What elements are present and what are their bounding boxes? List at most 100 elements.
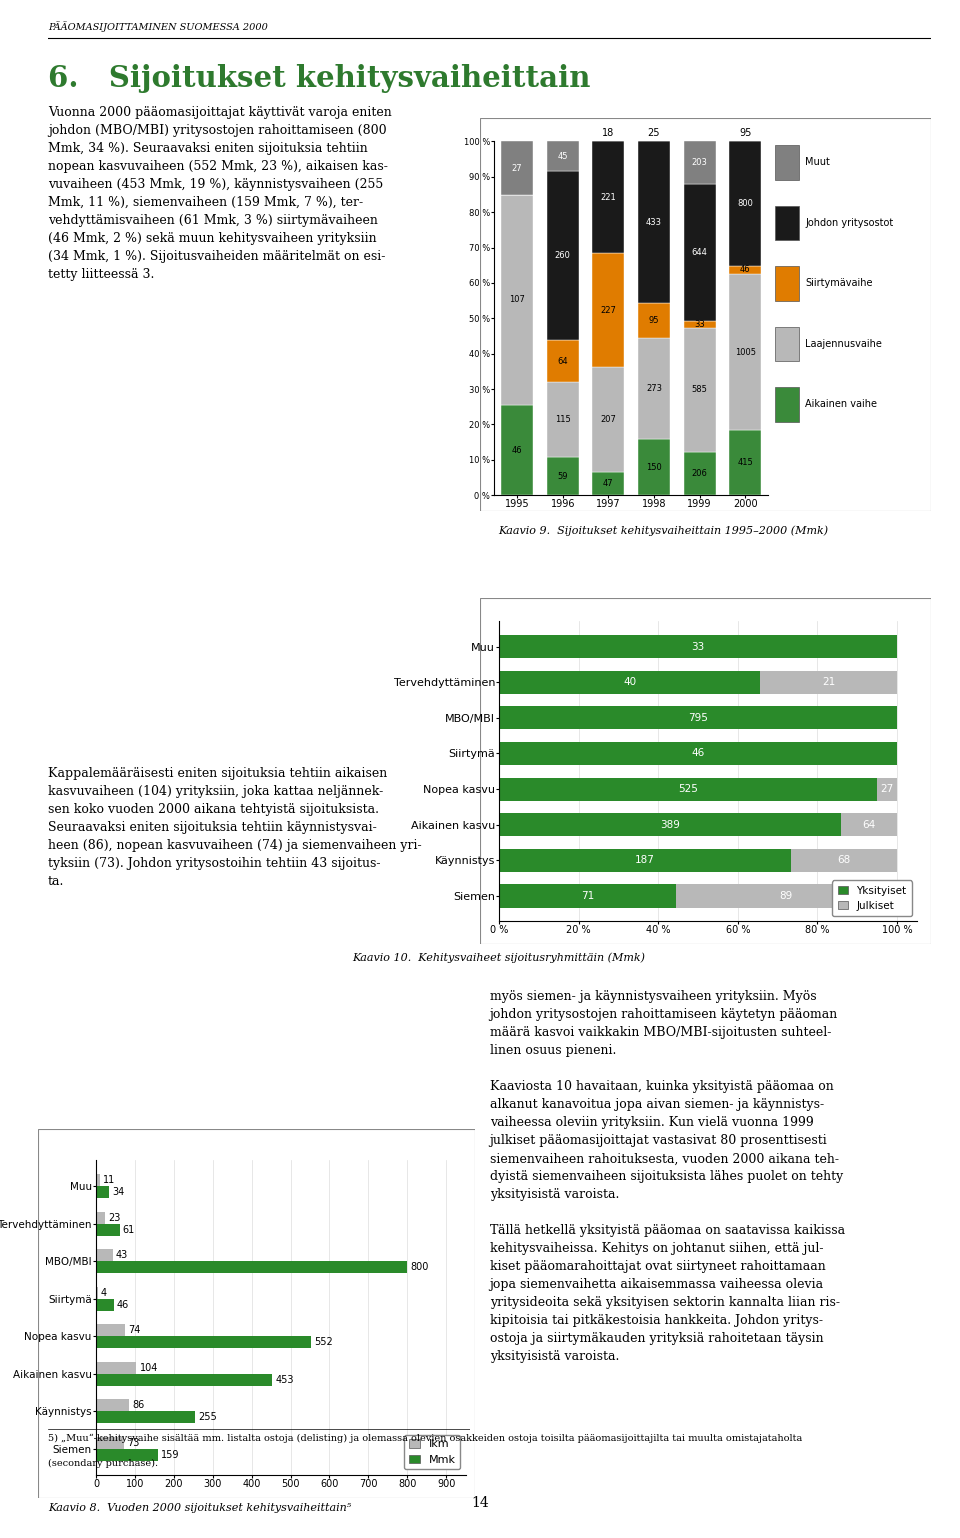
Text: 27: 27 xyxy=(880,784,894,794)
Bar xyxy=(499,671,760,694)
FancyBboxPatch shape xyxy=(776,326,799,361)
Bar xyxy=(499,849,791,872)
Text: Aikainen vaihe: Aikainen vaihe xyxy=(805,400,877,409)
Text: 4: 4 xyxy=(101,1287,107,1298)
Text: 187: 187 xyxy=(636,855,655,866)
Text: 74: 74 xyxy=(128,1326,140,1335)
Text: 95: 95 xyxy=(649,315,660,325)
Text: 150: 150 xyxy=(646,463,661,472)
Text: Muut: Muut xyxy=(805,157,830,168)
Bar xyxy=(499,884,676,907)
Text: 40: 40 xyxy=(623,677,636,687)
Text: 104: 104 xyxy=(139,1363,158,1372)
Text: 33: 33 xyxy=(694,320,705,329)
Text: Kappalemääräisesti eniten sijoituksia tehtiin aikaisen
kasvuvaiheen (104) yrityk: Kappalemääräisesti eniten sijoituksia te… xyxy=(48,767,421,889)
Bar xyxy=(547,381,579,457)
FancyBboxPatch shape xyxy=(776,206,799,240)
Bar xyxy=(96,1373,273,1386)
Bar xyxy=(547,340,579,381)
Text: 73: 73 xyxy=(128,1438,140,1447)
Text: 433: 433 xyxy=(646,217,662,226)
Bar xyxy=(96,1261,407,1273)
Bar xyxy=(676,884,897,907)
Text: 64: 64 xyxy=(862,820,876,831)
Bar xyxy=(96,1449,157,1461)
FancyBboxPatch shape xyxy=(776,388,799,421)
Text: 207: 207 xyxy=(600,415,616,424)
Text: Kaavio 8.  Vuoden 2000 sijoitukset kehitysvaiheittain⁵: Kaavio 8. Vuoden 2000 sijoitukset kehity… xyxy=(48,1503,351,1513)
Text: PÄÄOMASIJOITTAMINEN SUOMESSA 2000: PÄÄOMASIJOITTAMINEN SUOMESSA 2000 xyxy=(48,22,268,32)
Text: 64: 64 xyxy=(558,357,568,366)
FancyBboxPatch shape xyxy=(776,266,799,300)
Bar xyxy=(499,814,841,837)
Text: myös siemen- ja käynnistysvaiheen yrityksiin. Myös
johdon yritysostojen rahoitta: myös siemen- ja käynnistysvaiheen yrityk… xyxy=(490,990,845,1364)
Text: 159: 159 xyxy=(161,1450,180,1460)
Bar xyxy=(96,1173,100,1186)
Bar xyxy=(96,1298,114,1310)
Bar xyxy=(96,1337,311,1349)
Text: Laajennusvaihe: Laajennusvaihe xyxy=(805,338,882,349)
Text: 86: 86 xyxy=(132,1400,145,1410)
Bar xyxy=(96,1324,125,1337)
Bar xyxy=(96,1410,195,1423)
Bar xyxy=(638,440,670,495)
Text: 14: 14 xyxy=(471,1496,489,1510)
Text: 46: 46 xyxy=(691,749,705,758)
Text: 273: 273 xyxy=(646,384,662,394)
Text: 1005: 1005 xyxy=(734,348,756,357)
Bar xyxy=(96,1212,105,1224)
Text: Kaavio 9.  Sijoitukset kehitysvaiheittain 1995–2000 (Mmk): Kaavio 9. Sijoitukset kehitysvaiheittain… xyxy=(498,524,828,535)
Text: 5) „Muu“-kehitysvaihe sisältää mm. listalta ostoja (delisting) ja olemassa olevi: 5) „Muu“-kehitysvaihe sisältää mm. lista… xyxy=(48,1433,803,1443)
Bar xyxy=(501,141,533,194)
Text: 206: 206 xyxy=(691,469,708,478)
Text: 43: 43 xyxy=(116,1250,128,1260)
Bar xyxy=(877,778,897,801)
Text: 260: 260 xyxy=(555,251,571,260)
Text: 227: 227 xyxy=(600,306,616,315)
Text: 6.   Sijoitukset kehitysvaiheittain: 6. Sijoitukset kehitysvaiheittain xyxy=(48,65,590,92)
Bar xyxy=(730,141,761,266)
Bar xyxy=(592,252,624,368)
Text: 11: 11 xyxy=(104,1175,115,1184)
Legend: Yksityiset, Julkiset: Yksityiset, Julkiset xyxy=(832,880,912,917)
Text: 453: 453 xyxy=(276,1375,294,1384)
Bar xyxy=(730,274,761,431)
Bar xyxy=(499,741,897,764)
Bar xyxy=(96,1286,98,1298)
Bar xyxy=(96,1249,112,1261)
Bar xyxy=(501,404,533,495)
Text: 68: 68 xyxy=(837,855,851,866)
Bar xyxy=(592,368,624,472)
Bar xyxy=(96,1436,125,1449)
Text: 255: 255 xyxy=(199,1412,217,1423)
Text: 95: 95 xyxy=(739,128,752,138)
Text: 25: 25 xyxy=(648,128,660,138)
Text: 34: 34 xyxy=(112,1187,125,1197)
Bar xyxy=(96,1361,136,1373)
Bar xyxy=(499,778,877,801)
Text: 800: 800 xyxy=(410,1263,429,1272)
Bar xyxy=(730,266,761,274)
Bar xyxy=(547,171,579,340)
Bar xyxy=(547,457,579,495)
Text: 525: 525 xyxy=(679,784,698,794)
Bar xyxy=(547,141,579,171)
Text: 71: 71 xyxy=(581,891,594,901)
Bar xyxy=(791,849,897,872)
Text: 46: 46 xyxy=(740,266,751,274)
Bar xyxy=(730,431,761,495)
Bar xyxy=(638,338,670,440)
Bar xyxy=(499,706,897,729)
Text: 203: 203 xyxy=(691,158,708,168)
Bar xyxy=(499,635,897,658)
Bar xyxy=(684,141,715,185)
Text: 89: 89 xyxy=(780,891,793,901)
Bar xyxy=(96,1400,130,1410)
Text: 107: 107 xyxy=(509,295,525,305)
Text: Vuonna 2000 pääomasijoittajat käyttivät varoja eniten
johdon (MBO/MBI) yritysost: Vuonna 2000 pääomasijoittajat käyttivät … xyxy=(48,106,392,281)
Text: 221: 221 xyxy=(601,192,616,201)
Text: 800: 800 xyxy=(737,200,754,209)
Bar xyxy=(501,194,533,404)
Text: 644: 644 xyxy=(691,248,708,257)
Bar xyxy=(638,141,670,303)
